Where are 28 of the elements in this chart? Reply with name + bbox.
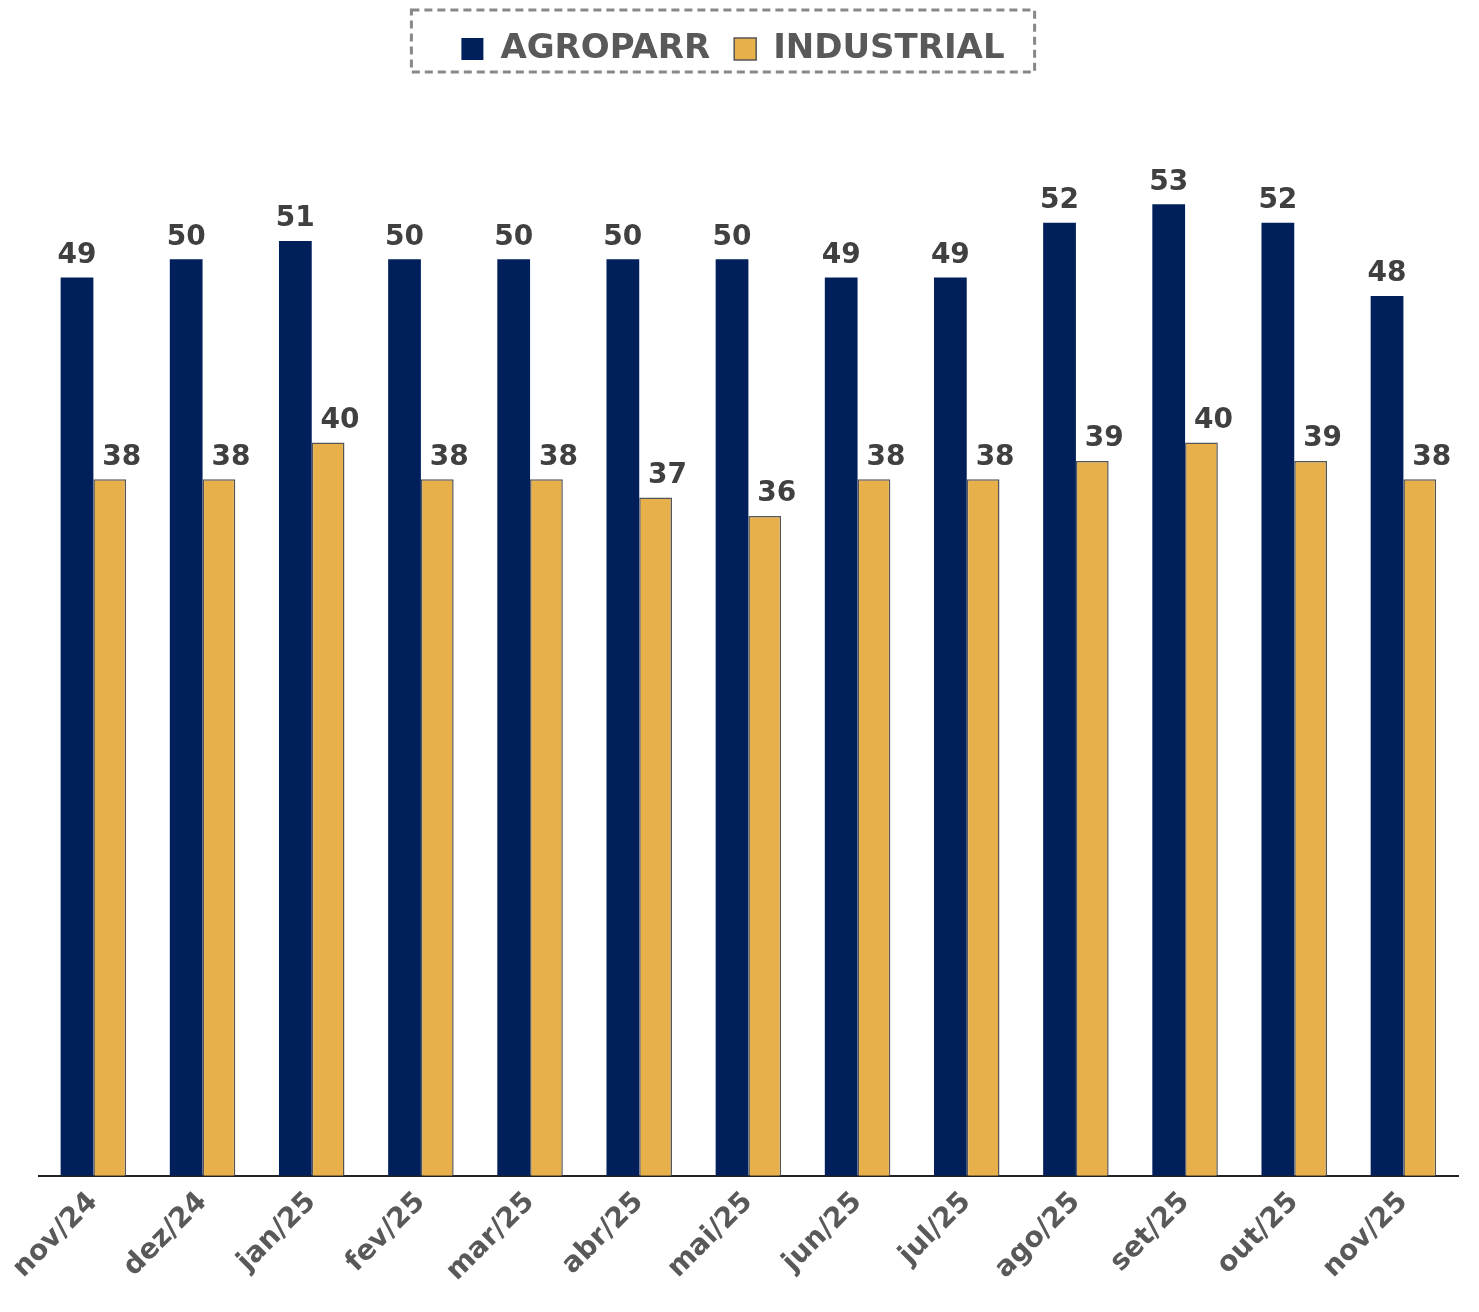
data-label: 49 xyxy=(57,236,97,270)
legend-label: AGROPARR xyxy=(500,25,711,66)
data-label: 38 xyxy=(429,438,469,472)
data-label: 39 xyxy=(1084,420,1124,454)
data-label: 48 xyxy=(1367,255,1407,289)
data-label: 38 xyxy=(211,438,251,472)
data-label: 50 xyxy=(166,218,206,252)
data-label: 51 xyxy=(275,200,315,234)
data-label: 50 xyxy=(494,218,534,252)
data-label: 49 xyxy=(930,236,970,270)
data-label: 37 xyxy=(648,456,688,490)
data-label: 40 xyxy=(320,401,360,435)
data-label: 50 xyxy=(603,218,643,252)
data-label: 50 xyxy=(712,218,752,252)
data-label: 53 xyxy=(1149,163,1189,197)
data-label: 38 xyxy=(538,438,578,472)
legend-label: INDUSTRIAL xyxy=(773,25,1005,66)
data-label: 38 xyxy=(102,438,142,472)
data-label: 38 xyxy=(975,438,1015,472)
data-label: 49 xyxy=(821,236,861,270)
data-label: 38 xyxy=(866,438,906,472)
data-label: 38 xyxy=(1412,438,1452,472)
data-label: 40 xyxy=(1193,401,1233,435)
data-label: 39 xyxy=(1303,420,1343,454)
data-label: 52 xyxy=(1258,181,1298,215)
data-label: 36 xyxy=(757,475,797,509)
data-label: 50 xyxy=(385,218,424,252)
data-label: 52 xyxy=(1040,181,1080,215)
